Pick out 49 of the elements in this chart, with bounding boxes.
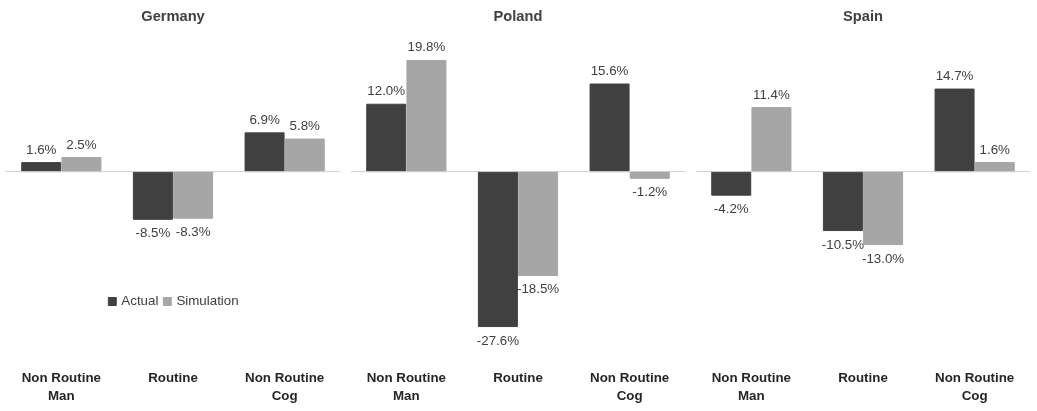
bar	[863, 171, 904, 246]
legend-label: Actual	[121, 293, 159, 308]
bar	[21, 162, 62, 173]
chart-title: Spain	[843, 7, 883, 24]
legend-label: Simulation	[176, 293, 239, 308]
bar	[244, 132, 285, 173]
data-label: 1.6%	[26, 141, 57, 157]
bar	[629, 171, 670, 179]
x-tick-label: Non Routine Man	[711, 369, 791, 403]
chart-title: Germany	[141, 7, 206, 24]
bar	[61, 157, 102, 173]
data-label: 19.8%	[407, 39, 446, 55]
x-tick-label: Non Routine Man	[366, 369, 446, 403]
data-label: -4.2%	[713, 201, 749, 217]
x-tick-label: Routine	[148, 369, 198, 385]
data-label: 14.7%	[935, 68, 974, 84]
x-tick-label: Routine	[838, 369, 888, 385]
data-label: 5.8%	[289, 118, 321, 134]
data-label: -27.6%	[476, 332, 520, 348]
bar	[934, 88, 975, 173]
bar	[974, 162, 1015, 173]
bar	[518, 171, 559, 276]
bar	[284, 138, 325, 173]
bar	[173, 171, 214, 219]
data-label: 1.6%	[979, 141, 1011, 157]
bar	[406, 59, 447, 173]
data-label: 6.9%	[249, 111, 280, 127]
chart-title: Poland	[493, 7, 543, 24]
x-tick-label: Non Routine Cog	[935, 369, 1015, 403]
bar	[751, 107, 792, 173]
data-label: 15.6%	[590, 63, 629, 79]
x-tick-label: Routine	[493, 369, 543, 385]
data-label: -10.5%	[821, 236, 865, 252]
bar	[132, 171, 173, 220]
data-label: -8.5%	[135, 225, 171, 241]
x-tick-label: Non Routine Cog	[590, 369, 670, 403]
data-label: 11.4%	[753, 86, 790, 102]
data-label: -1.2%	[632, 184, 668, 200]
data-label: 2.5%	[66, 136, 97, 152]
bar	[822, 171, 863, 232]
bar	[477, 171, 518, 328]
bar	[366, 103, 407, 173]
x-tick-label: Non Routine Cog	[245, 369, 325, 403]
data-label: 12.0%	[367, 83, 406, 99]
data-label: -8.3%	[175, 224, 211, 240]
x-tick-label: Non Routine Man	[21, 369, 101, 403]
bar	[589, 83, 630, 173]
data-label: -13.0%	[861, 250, 905, 266]
bar	[711, 171, 752, 196]
